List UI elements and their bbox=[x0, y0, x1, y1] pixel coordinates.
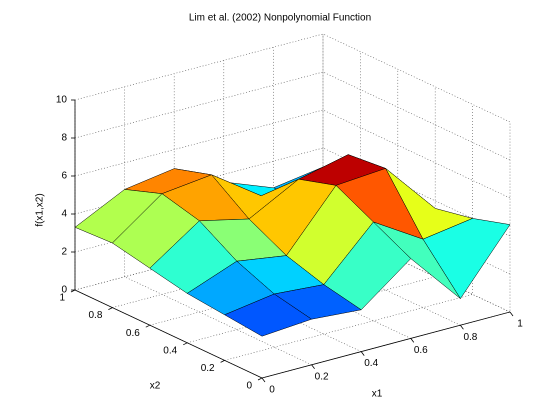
tick-mark bbox=[410, 338, 415, 343]
tick-mark bbox=[311, 364, 315, 370]
y-tick-label: 1 bbox=[59, 293, 65, 304]
tick-mark bbox=[460, 324, 464, 330]
x-tick-label: 1 bbox=[517, 319, 523, 330]
y-tick-label: 0.2 bbox=[201, 363, 215, 374]
tick-mark bbox=[220, 360, 225, 363]
grid-line bbox=[223, 60, 411, 339]
x-tick-label: 0.8 bbox=[463, 332, 477, 343]
grid-line bbox=[322, 34, 511, 313]
axis-line bbox=[74, 289, 263, 379]
tick-mark bbox=[257, 377, 263, 381]
tick-mark bbox=[145, 324, 150, 328]
x-axis-label: x1 bbox=[372, 389, 383, 400]
x-tick-label: 0.4 bbox=[364, 358, 378, 369]
y-tick-label: 0.4 bbox=[163, 345, 177, 356]
z-tick-label: 6 bbox=[61, 171, 67, 182]
grid-line bbox=[173, 73, 362, 352]
chart-title: Lim et al. (2002) Nonpolynomial Function bbox=[189, 13, 371, 24]
tick-mark bbox=[183, 342, 188, 346]
z-tick-label: 10 bbox=[56, 95, 68, 106]
x-tick-label: 0.2 bbox=[315, 371, 329, 382]
x-tick-label: 0 bbox=[269, 385, 275, 396]
y-axis-label: x2 bbox=[150, 381, 161, 392]
x-tick-label: 0.6 bbox=[414, 345, 428, 356]
tick-mark bbox=[261, 377, 266, 383]
tick-mark bbox=[108, 307, 113, 310]
tick-mark bbox=[360, 351, 365, 356]
tick-mark bbox=[509, 311, 514, 317]
grid-line bbox=[273, 47, 461, 326]
y-tick-label: 0 bbox=[246, 381, 252, 392]
axis-line bbox=[261, 311, 511, 379]
z-tick-label: 0 bbox=[61, 285, 67, 296]
y-tick-label: 0.6 bbox=[126, 328, 140, 339]
grid-line bbox=[124, 86, 312, 366]
surface-patch bbox=[224, 293, 313, 337]
z-axis-label: f(x1,x2) bbox=[35, 193, 46, 226]
y-tick-label: 0.8 bbox=[88, 310, 102, 321]
z-tick-label: 4 bbox=[61, 209, 67, 220]
z-tick-label: 8 bbox=[61, 133, 67, 144]
z-tick-label: 2 bbox=[61, 247, 67, 258]
